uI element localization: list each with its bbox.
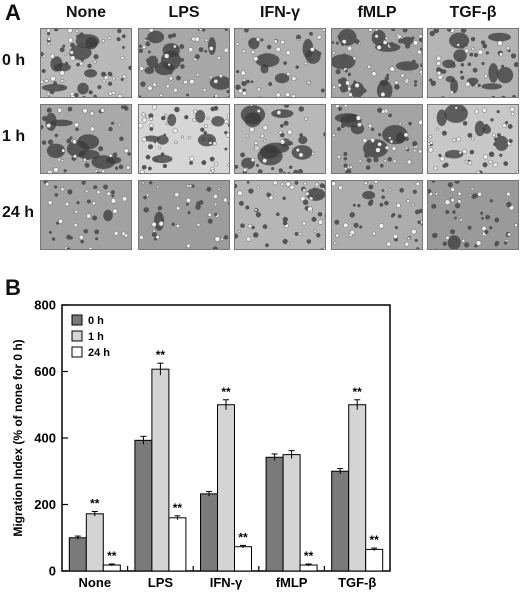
row-header-0h: 0 h <box>2 52 26 69</box>
micrograph-2-3 <box>331 180 423 250</box>
bar <box>68 537 87 572</box>
bar <box>365 548 384 572</box>
y-tick-label: 200 <box>34 497 56 512</box>
x-tick-label: None <box>79 575 112 590</box>
bar <box>265 456 284 572</box>
legend-swatch <box>71 330 83 342</box>
significance-marker: ** <box>221 385 231 399</box>
bar <box>134 439 153 572</box>
bar <box>85 513 104 572</box>
migration-bar-chart: 0 200 400 600 800 Migration Index (% of none … <box>11 298 391 590</box>
significance-marker: ** <box>238 530 248 544</box>
y-tick-label: 600 <box>34 364 56 379</box>
significance-marker: ** <box>304 549 314 563</box>
x-tick-label: IFN-γ <box>210 575 243 590</box>
micrograph-2-1 <box>138 180 230 250</box>
panel-a-letter: A <box>5 0 21 25</box>
column-header-ifn: IFN-γ <box>260 4 300 21</box>
y-tick-label: 400 <box>34 431 56 446</box>
micrograph-2-4 <box>427 180 519 250</box>
bar <box>168 517 187 572</box>
significance-marker: ** <box>90 496 100 510</box>
row-header-1h: 1 h <box>2 128 26 145</box>
column-header-none: None <box>66 4 106 21</box>
y-tick-label: 0 <box>49 564 56 579</box>
significance-marker: ** <box>156 348 166 362</box>
bar <box>282 454 301 572</box>
legend-label: 0 h <box>88 315 104 327</box>
legend-swatch <box>71 346 83 358</box>
micrograph-0-2 <box>234 28 326 98</box>
row-header-24h: 24 h <box>2 204 35 221</box>
x-tick-label: LPS <box>148 575 174 590</box>
legend-swatch <box>71 314 83 326</box>
significance-marker: ** <box>370 533 380 547</box>
micrograph-1-1 <box>138 104 230 174</box>
significance-marker: ** <box>353 385 363 399</box>
micrograph-0-1 <box>138 28 230 98</box>
bar <box>217 404 235 572</box>
y-tick-label: 800 <box>34 298 56 313</box>
bar <box>331 470 350 572</box>
significance-marker: ** <box>107 549 117 563</box>
y-axis-label: Migration Index (% of none for 0 h) <box>11 339 25 536</box>
bar <box>234 546 252 572</box>
bar <box>151 368 170 572</box>
micrograph-0-3 <box>331 28 423 98</box>
legend-label: 24 h <box>88 347 110 359</box>
column-header-fmlp: fMLP <box>357 4 397 21</box>
bar <box>200 493 218 572</box>
micrograph-1-4 <box>427 104 519 174</box>
micrograph-1-2 <box>234 104 326 174</box>
panel-b-letter: B <box>5 275 21 300</box>
x-tick-label: fMLP <box>276 575 308 590</box>
micrograph-0-0 <box>40 28 132 98</box>
column-header-lps: LPS <box>168 4 200 21</box>
significance-marker: ** <box>173 501 183 515</box>
legend-label: 1 h <box>88 331 104 343</box>
x-tick-label: TGF-β <box>338 575 376 590</box>
micrograph-2-2 <box>234 180 326 250</box>
micrograph-0-4 <box>427 28 519 98</box>
micrograph-2-0 <box>40 180 132 250</box>
column-header-tgf: TGF-β <box>449 4 497 21</box>
micrograph-1-3 <box>331 104 423 174</box>
bar <box>348 404 367 572</box>
micrograph-1-0 <box>40 104 132 174</box>
